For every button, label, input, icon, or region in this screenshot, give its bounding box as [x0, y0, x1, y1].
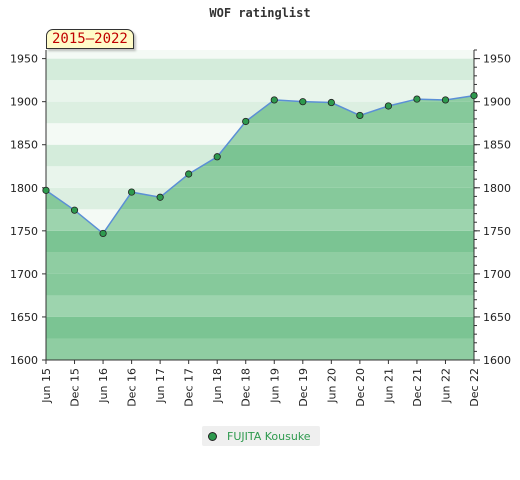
area-band — [46, 273, 474, 296]
x-tick-label: Jun 19 — [268, 368, 281, 404]
x-tick-label: Dec 22 — [468, 368, 481, 407]
y-tick-label-left: 1950 — [10, 53, 38, 66]
x-tick-label: Jun 18 — [211, 368, 224, 404]
y-axis-left-labels: 1600 1650 1700 1750 1800 1850 1900 1950 — [10, 53, 38, 367]
y-tick-label-left: 1900 — [10, 96, 38, 109]
chart-title: WOF ratinglist — [209, 6, 311, 20]
date-range-badge: 2015–2022 — [46, 29, 134, 49]
data-point — [99, 229, 107, 238]
data-point — [42, 186, 50, 194]
data-point — [384, 102, 392, 110]
area-band — [46, 230, 474, 253]
x-tick-label: Dec 20 — [354, 368, 367, 407]
data-point — [356, 111, 364, 120]
data-point — [128, 188, 136, 196]
y-tick-label-left: 1800 — [10, 182, 38, 195]
x-tick-label: Dec 21 — [411, 368, 424, 407]
y-tick-label-right: 1600 — [483, 354, 511, 367]
data-point — [299, 98, 307, 106]
series-line-path — [45, 94, 475, 235]
y-tick-label-left: 1650 — [10, 311, 38, 324]
series-points — [42, 92, 478, 238]
data-point — [242, 117, 250, 126]
area-band — [46, 316, 474, 339]
data-point — [441, 96, 450, 104]
area-band — [46, 338, 474, 360]
x-tick-label: Jun 20 — [325, 368, 338, 404]
x-tick-label: Dec 19 — [297, 368, 310, 407]
area-band — [46, 295, 474, 317]
background-band — [46, 58, 474, 81]
y-tick-label-right: 1800 — [483, 182, 511, 195]
data-point — [413, 95, 421, 103]
y-tick-label-right: 1650 — [483, 311, 511, 324]
data-point — [270, 96, 278, 104]
legend[interactable]: FUJITA Kousuke — [202, 426, 320, 446]
legend-marker — [208, 431, 217, 441]
background-band — [46, 50, 474, 59]
x-tick-label: Dec 15 — [69, 368, 82, 407]
axes — [42, 49, 480, 364]
x-tick-label: Jun 17 — [154, 368, 167, 404]
y-tick-label-right: 1700 — [483, 268, 511, 281]
x-tick-label: Jun 16 — [97, 368, 110, 404]
y-axis-right-labels: 1600 1650 1700 1750 1800 1850 1900 1950 — [483, 53, 511, 367]
series-line — [45, 94, 475, 235]
x-tick-label: Dec 17 — [183, 368, 196, 407]
x-tick-label: Dec 18 — [240, 368, 253, 407]
data-point — [70, 206, 79, 214]
legend-label: FUJITA Kousuke — [227, 429, 311, 443]
y-tick-label-left: 1600 — [10, 354, 38, 367]
y-tick-label-left: 1700 — [10, 268, 38, 281]
y-tick-label-right: 1850 — [483, 139, 511, 152]
x-tick-label: Jun 22 — [439, 368, 452, 404]
area-band — [46, 252, 474, 274]
data-point — [327, 98, 335, 107]
y-tick-label-right: 1750 — [483, 225, 511, 238]
x-axis-labels: Jun 15 Dec 15 Jun 16 Dec 16 Jun 17 Dec 17 Jun … — [40, 368, 481, 407]
data-point — [470, 92, 478, 100]
x-tick-label: Jun 15 — [40, 368, 53, 404]
y-tick-label-right: 1900 — [483, 96, 511, 109]
y-tick-label-right: 1950 — [483, 53, 511, 66]
area-band — [46, 209, 474, 231]
y-tick-label-left: 1750 — [10, 225, 38, 238]
data-point — [156, 193, 164, 201]
x-tick-label: Dec 16 — [126, 368, 139, 407]
background-band — [46, 80, 474, 102]
y-tick-label-left: 1850 — [10, 139, 38, 152]
data-point — [213, 153, 221, 161]
data-point — [185, 170, 193, 178]
x-tick-label: Jun 21 — [382, 368, 395, 404]
